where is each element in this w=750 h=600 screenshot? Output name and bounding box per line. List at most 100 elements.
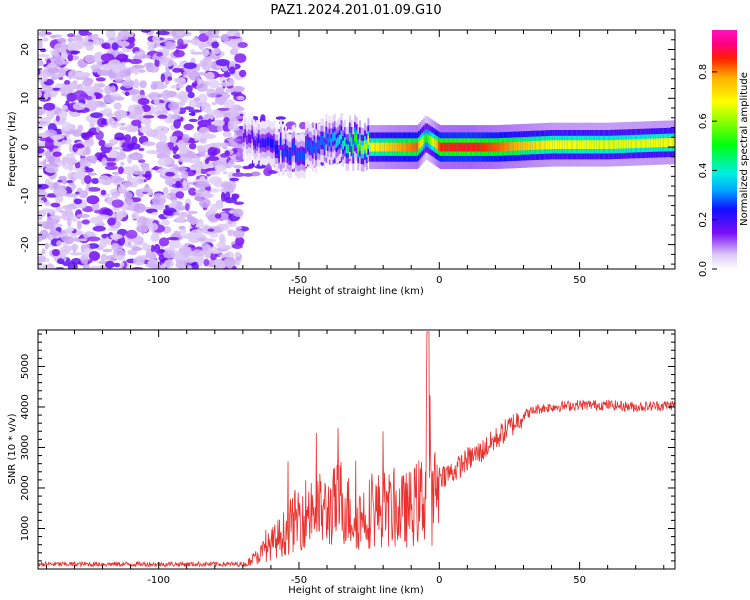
heatmap-cell — [133, 256, 145, 266]
heatmap-cell — [219, 233, 225, 242]
heatmap-cell — [177, 38, 184, 48]
x-tick-label: -100 — [147, 575, 170, 586]
heatmap-cell — [124, 91, 130, 97]
heatmap-ridge-cell — [407, 142, 410, 152]
heatmap-cell — [183, 123, 194, 131]
heatmap-cell — [64, 209, 74, 218]
heatmap-ridge-cell — [465, 142, 468, 152]
heatmap-ridge-cell — [311, 145, 314, 154]
heatmap-ridge-cell — [379, 142, 382, 152]
y-tick-label: 20 — [20, 43, 31, 56]
heatmap-ridge-cell — [653, 138, 656, 148]
heatmap-ridge-cell — [527, 141, 530, 151]
heatmap-cell — [235, 168, 240, 173]
heatmap-ridge-cell — [493, 142, 496, 152]
heatmap-cell — [83, 244, 91, 249]
heatmap-cell — [237, 42, 248, 48]
heatmap-cell — [111, 199, 124, 208]
heatmap-ridge-cell — [614, 140, 617, 149]
heatmap-cell — [133, 78, 140, 89]
heatmap-cell — [131, 214, 136, 220]
heatmap-cell — [171, 135, 178, 141]
heatmap-ridge-cell — [667, 138, 670, 147]
heatmap-ridge-cell — [446, 142, 449, 152]
heatmap-cell — [250, 171, 261, 177]
heatmap-cell — [163, 210, 174, 216]
heatmap-ridge-cell — [249, 134, 252, 144]
heatmap-ridge-cell — [510, 142, 513, 151]
heatmap-ridge-cell — [577, 140, 580, 149]
heatmap-cell — [164, 40, 175, 47]
heatmap-ridge-cell — [588, 140, 590, 149]
heatmap-ridge-cell — [660, 138, 663, 148]
heatmap-cell — [107, 228, 119, 231]
heatmap-cell — [67, 38, 75, 42]
heatmap-ridge-cell — [264, 139, 267, 148]
x-tick-label: 50 — [573, 275, 586, 286]
heatmap-cell — [50, 215, 63, 220]
heatmap-cell — [211, 101, 217, 106]
heatmap-cell — [159, 134, 168, 143]
heatmap-ridge-cell — [423, 135, 425, 145]
heatmap-cell — [138, 147, 145, 152]
heatmap-cell — [254, 164, 266, 169]
heatmap-cell — [84, 138, 94, 147]
heatmap-cell — [38, 261, 43, 269]
heatmap-cell — [105, 112, 114, 118]
heatmap-cell — [218, 253, 230, 257]
y-tick-label: 1000 — [20, 516, 31, 541]
heatmap-cell — [238, 125, 244, 130]
heatmap-cell — [189, 229, 203, 238]
heatmap-cell — [42, 159, 47, 168]
heatmap-cell — [220, 33, 231, 42]
heatmap-cell — [134, 51, 144, 56]
heatmap-cell — [67, 70, 73, 80]
heatmap-ridge-cell — [529, 141, 532, 150]
heatmap-cell — [70, 50, 79, 55]
colorbar-tick-label: 0.6 — [698, 113, 709, 129]
heatmap-cell — [229, 78, 235, 86]
heatmap-ridge-cell — [424, 133, 427, 143]
heatmap-cell — [119, 126, 128, 131]
heatmap-ridge-cell — [269, 138, 272, 148]
y-tick-label: 4000 — [20, 394, 31, 419]
heatmap-cell — [58, 175, 67, 181]
heatmap-ridge-cell — [611, 140, 614, 149]
heatmap-ridge-cell — [377, 142, 380, 152]
heatmap-cell — [207, 247, 213, 254]
heatmap-cell — [232, 172, 246, 177]
spectrogram-xlabel: Height of straight line (km) — [288, 286, 424, 297]
heatmap-cell — [202, 134, 217, 139]
heatmap-cell — [179, 61, 184, 68]
heatmap-cell — [191, 37, 200, 46]
heatmap-cell — [209, 112, 215, 120]
heatmap-cell — [210, 252, 217, 261]
heatmap-ridge-cell — [535, 140, 538, 150]
heatmap-cell — [154, 125, 169, 135]
heatmap-cell — [105, 260, 115, 269]
heatmap-cell — [40, 86, 53, 93]
heatmap-cell — [233, 201, 244, 205]
heatmap-cell — [232, 85, 245, 93]
heatmap-cell — [150, 244, 155, 253]
heatmap-cell — [210, 203, 218, 212]
heatmap-ridge-cell — [593, 140, 596, 149]
heatmap-ridge-cell — [295, 149, 297, 159]
heatmap-cell — [82, 262, 90, 269]
heatmap-ridge-cell — [603, 140, 606, 149]
heatmap-ridge-cell — [556, 140, 558, 149]
heatmap-cell — [217, 125, 224, 132]
heatmap-cell — [207, 228, 215, 232]
heatmap-ridge-cell — [571, 140, 574, 149]
heatmap-ridge-cell — [394, 142, 397, 152]
heatmap-cell — [120, 261, 125, 267]
heatmap-ridge-cell — [281, 149, 284, 159]
heatmap-ridge-cell — [591, 140, 594, 149]
spectrogram-heatmap — [38, 30, 675, 269]
heatmap-cell — [172, 67, 182, 73]
colorbar-label: Normalized spectral amplitude — [739, 72, 750, 226]
heatmap-cell — [88, 91, 95, 96]
heatmap-ridge-cell — [247, 133, 250, 143]
heatmap-cell — [199, 168, 208, 175]
heatmap-cell — [152, 35, 160, 43]
